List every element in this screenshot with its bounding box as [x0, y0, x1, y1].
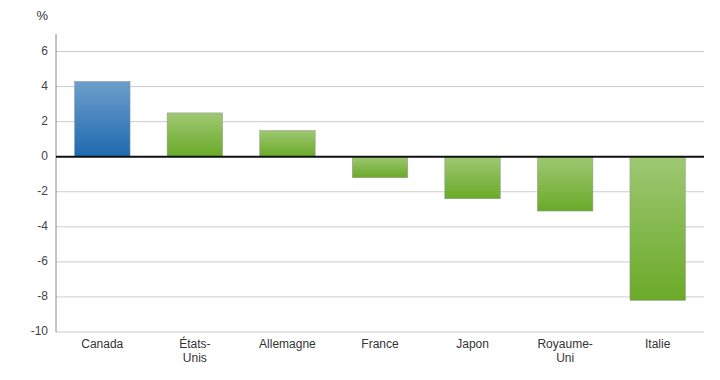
- x-tick-label: Canada: [81, 337, 123, 351]
- x-tick-label: Royaume-Uni: [537, 337, 592, 365]
- x-tick-label: France: [361, 337, 399, 351]
- grid: [56, 52, 704, 332]
- y-tick-labels: -10 -8 -6 -4 -2 0 2 4 6: [31, 44, 49, 338]
- x-tick-label: Japon: [456, 337, 489, 351]
- bar: [75, 81, 131, 156]
- bar: [167, 113, 223, 157]
- y-tick-label: 0: [41, 149, 48, 163]
- y-tick-label: -2: [37, 184, 48, 198]
- y-axis-label: %: [36, 8, 48, 23]
- grid-line: [56, 191, 704, 192]
- grid-line: [56, 156, 704, 157]
- grid-line: [56, 226, 704, 227]
- grid-line: [56, 332, 704, 333]
- chart: -10 -8 -6 -4 -2 0 2 4 6 Canada États-Unis Allemagne…: [0, 0, 720, 380]
- x-tick-label-line: Japon: [456, 337, 489, 351]
- x-tick-label-line: Unis: [183, 351, 207, 365]
- y-tick-label: -8: [37, 289, 48, 303]
- x-tick-label-line: États-: [179, 336, 210, 351]
- y-axis-line: [56, 34, 57, 332]
- bar: [630, 157, 686, 301]
- grid-line: [56, 121, 704, 122]
- x-tick-labels: Canada États-Unis Allemagne France Japon Roya…: [81, 336, 670, 365]
- x-tick-label-line: France: [361, 337, 399, 351]
- x-tick-label-line: Royaume-: [537, 337, 592, 351]
- grid-line: [56, 296, 704, 297]
- y-tick-label: 2: [41, 114, 48, 128]
- baseline: [56, 156, 704, 158]
- grid-line: [56, 86, 704, 87]
- bar: [260, 130, 316, 156]
- grid-line: [56, 261, 704, 262]
- x-tick-label-line: Canada: [81, 337, 123, 351]
- x-tick-label: Italie: [645, 337, 671, 351]
- bar: [445, 157, 501, 199]
- y-tick-label: 6: [41, 44, 48, 58]
- bar: [537, 157, 593, 211]
- chart-container: -10 -8 -6 -4 -2 0 2 4 6 Canada États-Unis Allemagne…: [0, 0, 720, 380]
- grid-line: [56, 51, 704, 52]
- bar: [352, 157, 408, 178]
- x-tick-label-line: Uni: [556, 351, 574, 365]
- x-tick-label-line: Italie: [645, 337, 671, 351]
- y-tick-label: -6: [37, 254, 48, 268]
- y-tick-label: -10: [31, 324, 49, 338]
- x-tick-label-line: Allemagne: [259, 337, 316, 351]
- y-tick-label: 4: [41, 79, 48, 93]
- x-tick-label: États-Unis: [179, 336, 210, 365]
- y-tick-label: -4: [37, 219, 48, 233]
- x-tick-label: Allemagne: [259, 337, 316, 351]
- bars: [75, 81, 686, 300]
